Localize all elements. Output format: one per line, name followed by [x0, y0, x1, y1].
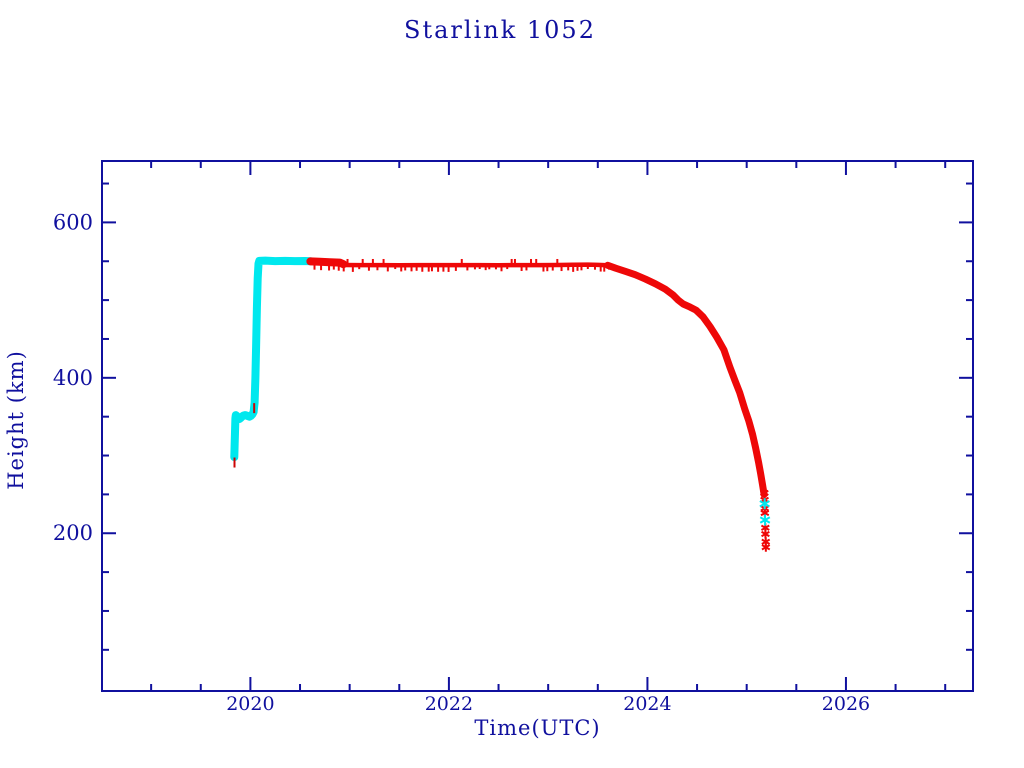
y-tick-label: 600 [53, 210, 93, 234]
scatter-early-red-dashes [233, 403, 256, 468]
tick-labels: 2020 2022 2024 2026 200 400 600 [53, 210, 870, 715]
series-red-start-thick [306, 257, 348, 269]
x-tick-label: 2022 [425, 693, 473, 715]
y-axis-ticks [102, 182, 973, 651]
y-tick-label: 400 [53, 366, 93, 390]
x-tick-label: 2020 [226, 693, 274, 715]
y-tick-label: 200 [53, 521, 93, 545]
x-axis-label: Time(UTC) [474, 716, 601, 740]
x-axis-ticks [150, 161, 947, 691]
series-ascent-cyan [230, 256, 315, 462]
x-tick-label: 2024 [623, 693, 671, 715]
series-red-plateau [341, 262, 610, 268]
x-tick-label: 2026 [822, 693, 870, 715]
plot-frame [101, 160, 974, 692]
y-axis-label: Height (km) [4, 350, 28, 490]
chart-title: Starlink 1052 [404, 16, 596, 44]
scatter-deorbit-tail-cyan-asterisks [759, 498, 771, 526]
series-red-decay [604, 261, 768, 498]
scatter-deorbit-tail-red-asterisks [759, 488, 771, 552]
